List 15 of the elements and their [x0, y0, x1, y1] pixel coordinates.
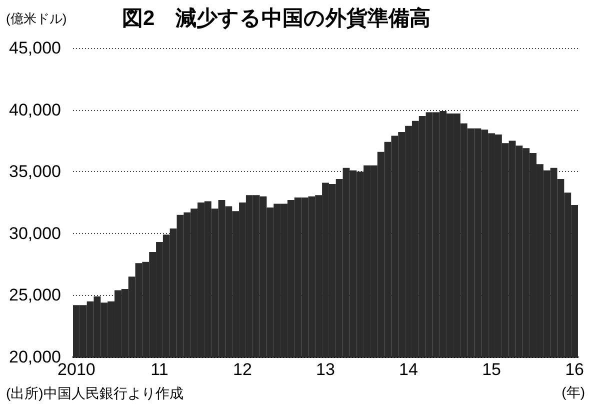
y-tick-label: 45,000	[9, 38, 61, 58]
y-axis-title: (億米ドル)	[6, 11, 67, 26]
x-tick-label: 12	[233, 360, 252, 379]
x-tick-label: 14	[399, 360, 418, 379]
x-tick-label: 15	[482, 360, 501, 379]
y-tick-label: 25,000	[9, 286, 61, 305]
y-tick-label: 40,000	[9, 100, 61, 120]
x-axis-title: (年)	[562, 384, 586, 400]
x-tick-label: 16	[565, 360, 584, 379]
y-tick-label: 30,000	[9, 224, 61, 243]
text: (出所)中国人民銀行より作成	[6, 385, 184, 401]
x-tick-label: 11	[150, 360, 168, 379]
y-tick-label: 35,000	[9, 162, 61, 182]
chart-title: 図2 減少する中国の外貨準備高	[122, 6, 431, 30]
x-tick-label: 13	[316, 360, 335, 379]
